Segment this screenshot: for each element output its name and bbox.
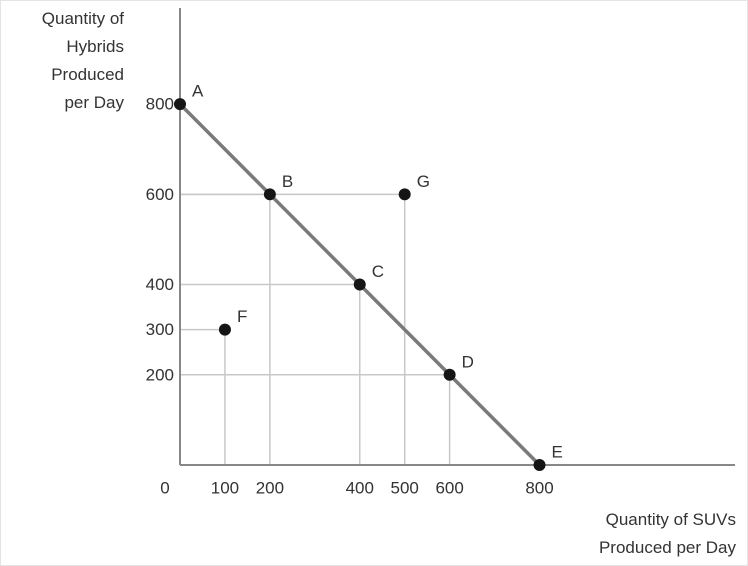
point — [174, 98, 186, 111]
y-tick-label: 300 — [146, 320, 174, 339]
point-label: B — [282, 172, 293, 191]
point-label: D — [462, 352, 474, 371]
point-label: C — [372, 262, 384, 281]
point — [533, 459, 546, 471]
y-tick-label: 200 — [146, 365, 174, 384]
point — [443, 368, 456, 381]
point-label: F — [237, 307, 247, 326]
point — [218, 323, 231, 336]
point — [398, 188, 411, 201]
point-label: G — [417, 172, 430, 191]
point — [353, 278, 366, 291]
point — [263, 188, 276, 201]
x-tick-label: 0 — [160, 478, 169, 497]
x-tick-label: 100 — [211, 478, 239, 497]
point-label: A — [192, 82, 204, 101]
x-tick-label: 800 — [525, 478, 553, 497]
y-tick-label: 600 — [146, 185, 174, 204]
x-axis-label: Quantity of SUVs Produced per Day — [599, 510, 737, 557]
x-tick-label: 400 — [346, 478, 374, 497]
y-axis-label: Quantity of Hybrids Produced per Day — [42, 9, 125, 112]
x-tick-label: 600 — [435, 478, 463, 497]
y-tick-label: 800 — [146, 95, 174, 114]
y-tick-label: 400 — [146, 275, 174, 294]
point-label: E — [552, 442, 563, 461]
x-tick-label: 500 — [391, 478, 419, 497]
x-tick-label: 200 — [256, 478, 284, 497]
